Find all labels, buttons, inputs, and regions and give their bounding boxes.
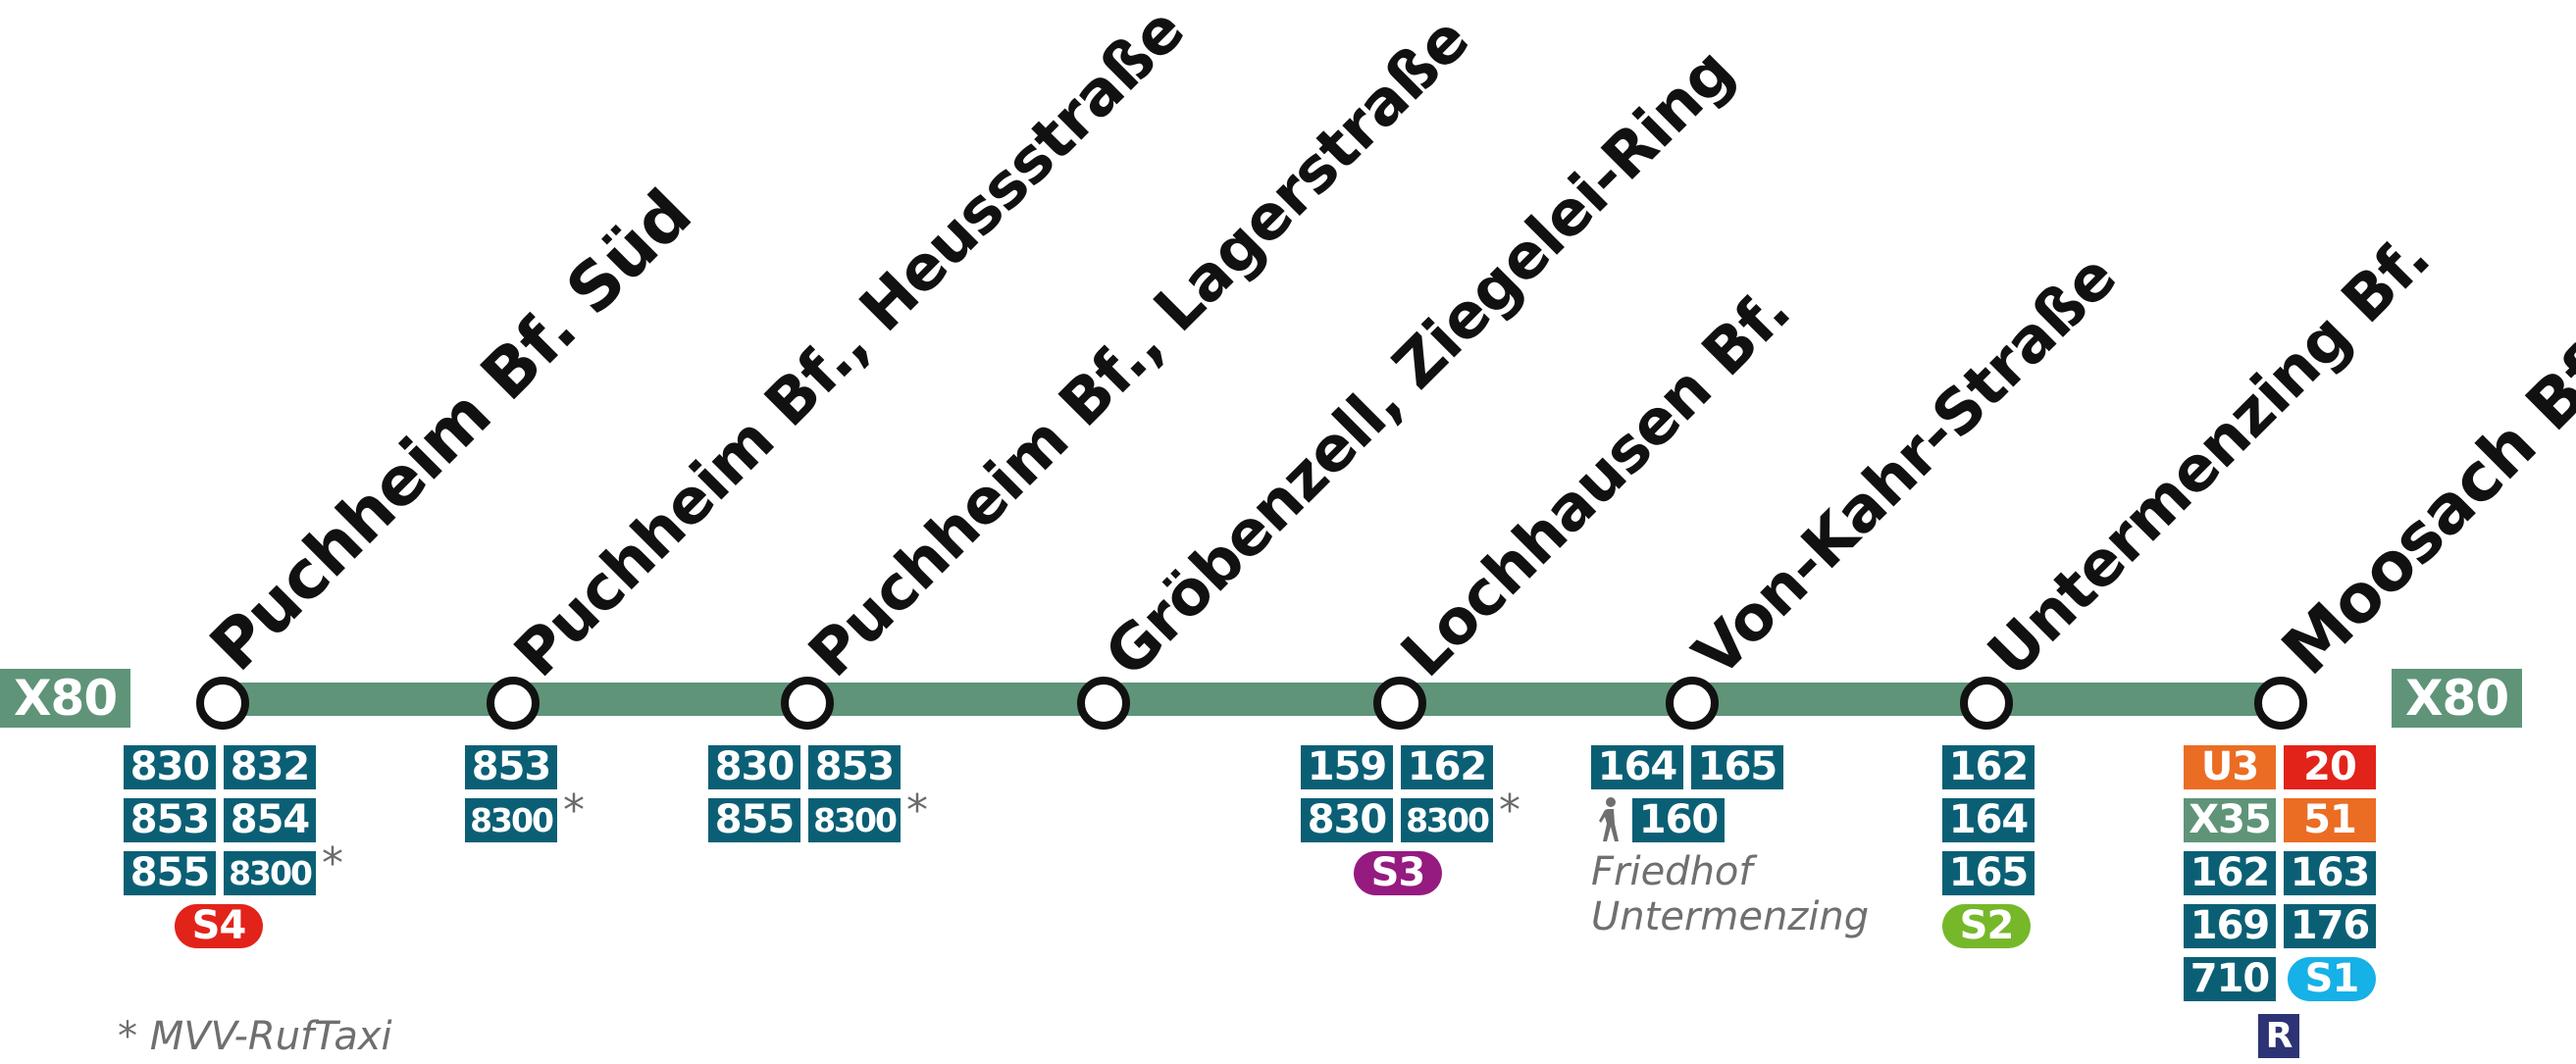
bus-line-badge: 165	[1942, 851, 2035, 895]
s-bahn-badge-s3: S3	[1354, 851, 1442, 895]
route-badge-right: X80	[2392, 669, 2523, 728]
bus-line-badge: 176	[2284, 904, 2376, 948]
s-bahn-badge-s2: S2	[1942, 904, 2031, 948]
ruftaxi-asterisk: *	[1499, 785, 1520, 836]
bus-line-badge: 8300	[808, 798, 901, 842]
stop-name-puchheim-lagerstrasse: Puchheim Bf., Lagerstraße	[795, 3, 1482, 691]
ruftaxi-asterisk: *	[322, 838, 343, 888]
stop-marker-moosach-bf[interactable]	[2254, 677, 2307, 730]
bus-line-badge: 830	[124, 745, 216, 789]
bus-line-badge: 162	[2184, 851, 2276, 895]
route-badge-left: X80	[0, 669, 131, 728]
bus-line-badge: 8300	[465, 798, 557, 842]
bus-line-badge: 855	[124, 851, 216, 895]
bus-line-badge: 853	[465, 745, 557, 789]
bus-line-badge: 164	[1591, 745, 1683, 789]
express-bus-badge-x35: X35	[2184, 798, 2276, 842]
stop-marker-groebenzell-ziegelei-ring[interactable]	[1077, 677, 1130, 730]
stop-marker-puchheim-heussstrasse[interactable]	[487, 677, 540, 730]
bus-line-badge: 710	[2184, 957, 2276, 1001]
bus-line-badge: 159	[1301, 745, 1393, 789]
bus-line-badge: 853	[808, 745, 901, 789]
bus-line-badge: 8300	[1401, 798, 1493, 842]
bus-line-badge: 830	[1301, 798, 1393, 842]
stop-marker-untermenzing-bf[interactable]	[1960, 677, 2013, 730]
bus-line-badge: 160	[1632, 798, 1725, 842]
bus-line-badge: 163	[2284, 851, 2376, 895]
ruftaxi-asterisk: *	[906, 785, 928, 836]
bus-line-badge: 855	[708, 798, 800, 842]
s-bahn-badge-s4: S4	[175, 904, 263, 948]
bus-line-badge: 165	[1691, 745, 1783, 789]
bus-line-badge: 164	[1942, 798, 2035, 842]
stop-marker-puchheim-bf-sued[interactable]	[196, 677, 249, 730]
walk-note-line1: Friedhof	[1591, 849, 1753, 894]
bus-line-badge: 830	[708, 745, 800, 789]
footnote-ruftaxi: * MVV-RufTaxi	[118, 1014, 392, 1059]
s-bahn-badge-s1: S1	[2288, 957, 2376, 1001]
bus-line-badge: 854	[224, 798, 316, 842]
walk-note-line2: Untermenzing	[1591, 894, 1870, 939]
bus-line-badge: 853	[124, 798, 216, 842]
ubahn-badge-u3: U3	[2184, 745, 2276, 789]
bus-line-badge: 169	[2184, 904, 2276, 948]
ruftaxi-asterisk: *	[563, 785, 585, 836]
walking-person-icon	[1599, 797, 1619, 841]
bus-line-badge: 162	[1942, 745, 2035, 789]
stop-name-groebenzell-ziegelei-ring: Gröbenzell, Ziegelei-Ring	[1091, 34, 1747, 691]
tram-badge-20: 20	[2284, 745, 2376, 789]
regional-train-badge: R	[2258, 1014, 2299, 1058]
stop-marker-von-kahr-strasse[interactable]	[1666, 677, 1719, 730]
stop-marker-lochhausen-bf[interactable]	[1373, 677, 1426, 730]
bus-line-badge: 832	[224, 745, 316, 789]
route-line-track	[216, 683, 2284, 716]
tram-badge-51: 51	[2284, 798, 2376, 842]
bus-line-badge: 8300	[224, 851, 316, 895]
bus-line-badge: 162	[1401, 745, 1493, 789]
stop-marker-puchheim-lagerstrasse[interactable]	[781, 677, 834, 730]
